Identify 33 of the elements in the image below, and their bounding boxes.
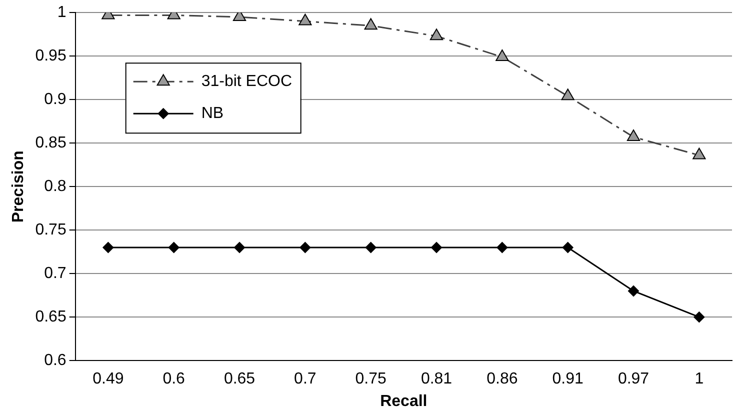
legend-label: NB	[201, 105, 224, 122]
point	[300, 242, 311, 253]
point	[694, 312, 705, 323]
point	[431, 242, 442, 253]
x-tick-label: 0.6	[162, 370, 186, 388]
y-tick-label: 0.75	[35, 222, 66, 239]
x-tick-label: 0.86	[486, 370, 518, 388]
point	[628, 286, 639, 296]
y-tick-label: 0.85	[35, 134, 66, 152]
legend-label: 31-bit ECOC	[201, 73, 292, 90]
x-tick-label: 0.97	[618, 370, 650, 388]
x-tick-label: 0.91	[552, 370, 584, 388]
y-tick-label: 0.6	[44, 352, 66, 370]
x-tick-label: 0.49	[92, 370, 124, 388]
y-tick-label: 1	[57, 4, 66, 22]
y-tick-label: 0.7	[44, 265, 66, 282]
point	[102, 242, 114, 253]
y-tick-label: 0.8	[44, 178, 66, 196]
point	[496, 242, 508, 253]
y-tick-label: 0.65	[35, 308, 66, 326]
x-tick-label: 1	[694, 370, 704, 388]
point	[234, 242, 246, 253]
x-tick-label: 0.65	[224, 370, 256, 388]
point	[365, 242, 376, 253]
x-axis-title: Recall	[380, 392, 428, 410]
y-tick-label: 0.95	[35, 48, 66, 65]
x-tick-label: 0.81	[420, 370, 452, 388]
x-tick-label: 0.75	[355, 370, 387, 388]
y-tick-label: 0.9	[44, 91, 66, 108]
point	[562, 242, 574, 253]
x-tick-label: 0.7	[294, 370, 316, 388]
point	[168, 242, 180, 253]
y-axis-title: Precision	[10, 150, 28, 223]
